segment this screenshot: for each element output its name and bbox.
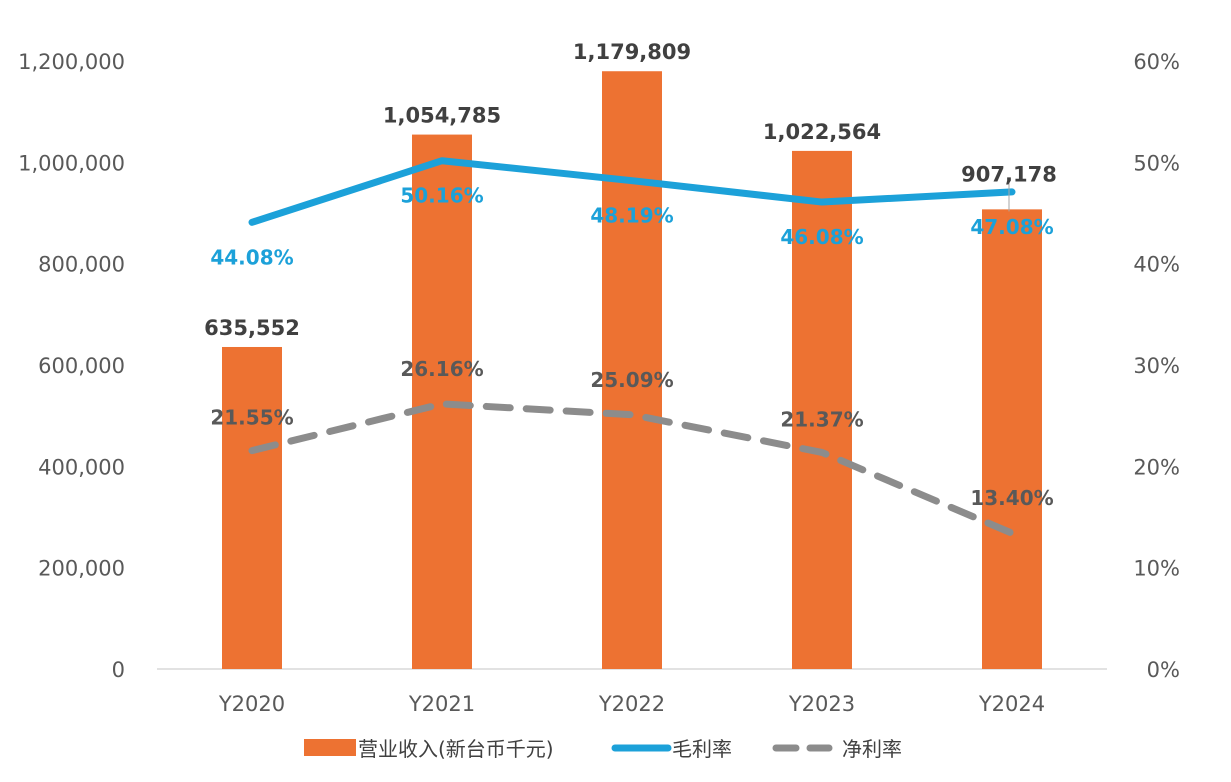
gross-margin-line (248, 157, 1016, 226)
net-margin-data-label: 21.55% (210, 406, 293, 430)
revenue-bar (222, 346, 282, 669)
left-axis-tick-label: 1,200,000 (18, 50, 125, 74)
left-axis-tick-label: 200,000 (38, 557, 125, 581)
right-axis-tick-label: 50% (1133, 151, 1180, 175)
revenue-bar (602, 71, 662, 670)
right-axis-tick-label: 20% (1133, 455, 1180, 479)
right-axis-ticks: 0% 10% 20% 30% 40% 50% 60% (1133, 50, 1180, 682)
net-margin-line (248, 400, 1016, 537)
net-margin-data-label: 13.40% (970, 486, 1053, 510)
revenue-data-label: 1,179,809 (573, 40, 691, 64)
right-axis-tick-label: 30% (1133, 354, 1180, 378)
x-axis-tick-label: Y2021 (408, 692, 475, 716)
legend: 营业收入(新台币千元) 毛利率 净利率 (304, 737, 902, 761)
right-axis-tick-label: 0% (1147, 658, 1180, 682)
x-axis-tick-label: Y2020 (218, 692, 285, 716)
revenue-data-label: 1,022,564 (763, 120, 881, 144)
gross-margin-data-label: 44.08% (210, 245, 293, 269)
right-axis-tick-label: 10% (1133, 557, 1180, 581)
gross-margin-data-label: 48.19% (590, 204, 673, 228)
revenue-data-label: 635,552 (204, 316, 300, 340)
gross-margin-data-label: 47.08% (970, 215, 1053, 239)
left-axis-tick-label: 0 (112, 658, 125, 682)
revenue-data-label: 1,054,785 (383, 104, 501, 128)
right-axis-tick-label: 60% (1133, 50, 1180, 74)
gross-margin-data-label: 46.08% (780, 225, 863, 249)
legend-label-gross-margin: 毛利率 (672, 737, 732, 761)
x-axis-tick-label: Y2023 (788, 692, 855, 716)
net-margin-data-label: 26.16% (400, 357, 483, 381)
left-axis-ticks: 0 200,000 400,000 600,000 800,000 1,000,000 1,… (18, 50, 125, 682)
rate-lines (248, 157, 1016, 537)
revenue-bar (982, 209, 1042, 669)
x-axis-tick-label: Y2022 (598, 692, 665, 716)
x-axis-tick-label: Y2024 (978, 692, 1045, 716)
revenue-bars (222, 71, 1042, 670)
revenue-data-label: 907,178 (961, 162, 1057, 186)
gross-margin-data-label: 50.16% (400, 184, 483, 208)
revenue-bar (792, 150, 852, 670)
legend-swatch-revenue (304, 739, 356, 756)
net-margin-data-label: 21.37% (780, 407, 863, 431)
legend-label-revenue: 营业收入(新台币千元) (358, 737, 554, 761)
left-axis-tick-label: 600,000 (38, 354, 125, 378)
legend-label-net-margin: 净利率 (842, 737, 902, 761)
right-axis-tick-label: 40% (1133, 253, 1180, 277)
left-axis-tick-label: 400,000 (38, 455, 125, 479)
x-axis-ticks: Y2020 Y2021 Y2022 Y2023 Y2024 (218, 692, 1045, 716)
data-labels: 635,552 1,054,785 1,179,809 1,022,564 907,17… (204, 40, 1057, 510)
net-margin-data-label: 25.09% (590, 368, 673, 392)
left-axis-tick-label: 800,000 (38, 253, 125, 277)
left-axis-tick-label: 1,000,000 (18, 151, 125, 175)
